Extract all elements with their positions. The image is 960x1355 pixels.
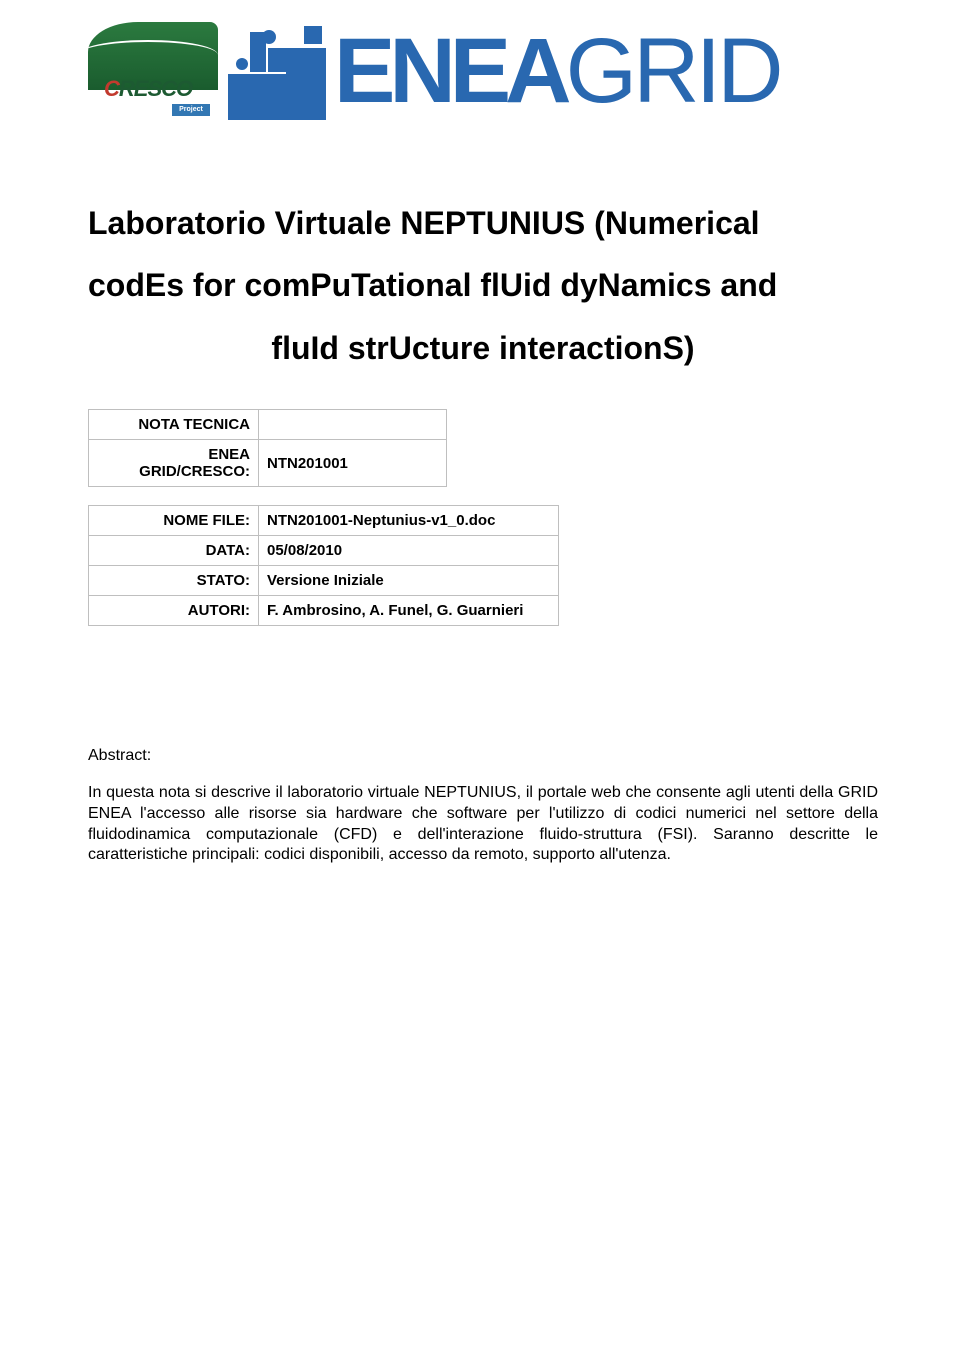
table-row: STATO: Versione Iniziale (89, 566, 559, 596)
meta-label: STATO: (89, 566, 259, 596)
meta-value: NTN201001-Neptunius-v1_0.doc (259, 506, 559, 536)
meta-value: NTN201001 (259, 440, 447, 487)
document-title: Laboratorio Virtuale NEPTUNIUS (Numerica… (88, 192, 878, 379)
table-row: ENEA GRID/CRESCO: NTN201001 (89, 440, 447, 487)
meta-label: DATA: (89, 536, 259, 566)
meta-label: ENEA GRID/CRESCO: (89, 440, 259, 487)
abstract-section: Abstract: In questa nota si descrive il … (88, 746, 878, 866)
meta-label: NOTA TECNICA (89, 410, 259, 440)
meta-table-nota: NOTA TECNICA ENEA GRID/CRESCO: NTN201001 (88, 409, 447, 487)
eneagrid-logo: ENEAGRID (228, 22, 780, 120)
header-logos: CRESCO Project ENEAGRID (88, 22, 878, 120)
meta-table-details: NOME FILE: NTN201001-Neptunius-v1_0.doc … (88, 505, 559, 626)
table-row: NOME FILE: NTN201001-Neptunius-v1_0.doc (89, 506, 559, 536)
cresco-project-badge: Project (172, 104, 210, 116)
title-line-1: Laboratorio Virtuale NEPTUNIUS (Numerica… (88, 192, 878, 254)
meta-value: 05/08/2010 (259, 536, 559, 566)
title-line-3: fluId strUcture interactionS) (88, 317, 878, 379)
table-row: DATA: 05/08/2010 (89, 536, 559, 566)
cresco-logo: CRESCO Project (88, 22, 218, 120)
table-row: NOTA TECNICA (89, 410, 447, 440)
meta-value: F. Ambrosino, A. Funel, G. Guarnieri (259, 596, 559, 626)
meta-value: Versione Iniziale (259, 566, 559, 596)
cresco-text: CRESCO (104, 76, 192, 102)
abstract-body: In questa nota si descrive il laboratori… (88, 783, 878, 866)
meta-label: AUTORI: (89, 596, 259, 626)
meta-label: NOME FILE: (89, 506, 259, 536)
metadata-tables: NOTA TECNICA ENEA GRID/CRESCO: NTN201001… (88, 409, 878, 626)
meta-value (259, 410, 447, 440)
eneagrid-wordmark: ENEAGRID (334, 25, 780, 117)
table-row: AUTORI: F. Ambrosino, A. Funel, G. Guarn… (89, 596, 559, 626)
title-line-2: codEs for comPuTational flUid dyNamics a… (88, 254, 878, 316)
abstract-label: Abstract: (88, 746, 878, 767)
enea-icon (228, 22, 326, 120)
